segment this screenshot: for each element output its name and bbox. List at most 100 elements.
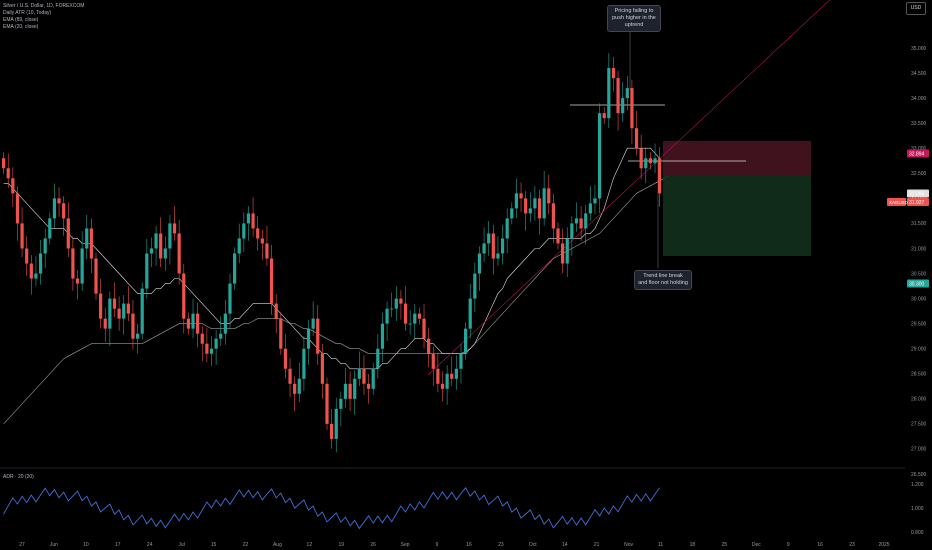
candle-body xyxy=(339,398,343,409)
candle-body xyxy=(302,348,306,379)
candle-body xyxy=(454,368,458,379)
ema-20-line xyxy=(3,147,660,370)
y-tick-label: 27.000 xyxy=(911,447,927,453)
candle-body xyxy=(653,158,657,164)
candle-body xyxy=(48,218,52,239)
legend-ema89: EMA (89, close) xyxy=(3,17,39,23)
candle-body xyxy=(394,298,398,309)
stop-price-tag-label: 32.894 xyxy=(909,151,925,157)
candle-body xyxy=(644,158,648,169)
y-tick-label: 33.500 xyxy=(911,121,927,127)
candle-body xyxy=(496,253,500,259)
candle-body xyxy=(191,313,195,329)
candle-body xyxy=(464,328,468,354)
y-tick-label: 34.500 xyxy=(911,71,927,77)
time-axis: 27 Jun 10 17 24 Jul 15 22 Aug 12 19 26 Sep 9 16 23 Oct 14… xyxy=(19,542,890,548)
candle-body xyxy=(135,333,140,339)
candle-body xyxy=(621,98,625,114)
candle-body xyxy=(38,253,43,274)
candle-body xyxy=(491,233,495,259)
candle-body xyxy=(436,368,440,384)
candle-body xyxy=(366,383,371,389)
candle-body xyxy=(71,248,75,279)
candle-body xyxy=(154,233,158,249)
candle-body xyxy=(186,318,190,329)
candle-body xyxy=(445,373,449,389)
indicator-label: ADR · 20 (20) xyxy=(3,474,34,480)
candles xyxy=(2,53,662,453)
legend-atr: Daily ATR (10, Today) xyxy=(3,10,52,16)
candle-body xyxy=(371,368,375,389)
candle-body xyxy=(399,298,403,304)
candle-body xyxy=(223,313,227,334)
annotation-bottom: Trend line break and floor not holding xyxy=(634,270,692,290)
x-tick-label: Nov xyxy=(624,542,633,548)
candle-body xyxy=(625,88,629,99)
x-tick-label: Oct xyxy=(529,542,537,548)
candle-body xyxy=(413,313,417,324)
x-tick-label: Sep xyxy=(401,542,410,548)
y-tick-label: 27.500 xyxy=(911,422,927,428)
candle-body xyxy=(200,333,204,344)
x-tick-label: 24 xyxy=(147,542,153,548)
candle-body xyxy=(588,203,592,214)
candle-body xyxy=(510,208,514,219)
candle-body xyxy=(145,253,149,289)
symbol-tag xyxy=(887,198,906,207)
candle-body xyxy=(537,198,542,219)
candle-body xyxy=(159,233,163,259)
target-price-tag xyxy=(907,279,929,288)
candle-body xyxy=(487,233,491,244)
candle-body xyxy=(293,383,297,394)
x-tick-label: 26 xyxy=(370,542,376,548)
candle-body xyxy=(380,323,385,349)
candle-body xyxy=(237,238,241,254)
candle-body xyxy=(320,353,324,384)
candle-body xyxy=(242,223,246,239)
candle-body xyxy=(168,223,172,249)
candle-body xyxy=(80,248,84,284)
candle-body xyxy=(450,373,454,379)
target-price-tag-label: 30.300 xyxy=(909,281,925,287)
candle-body xyxy=(593,198,597,204)
candle-body xyxy=(473,273,477,299)
candle-body xyxy=(265,243,269,259)
candle-body xyxy=(233,253,237,284)
x-tick-label: 23 xyxy=(498,542,504,548)
candle-body xyxy=(205,343,209,354)
candle-body xyxy=(574,218,579,224)
entry-price-tag xyxy=(907,189,929,198)
position-target-zone xyxy=(663,176,811,256)
candle-body xyxy=(634,128,639,149)
candle-body xyxy=(630,88,634,129)
candle-body xyxy=(214,338,218,349)
ema89-line xyxy=(3,175,670,425)
annotation-top: Pricing failing to push higher in the up… xyxy=(607,5,661,32)
legend-symbol: Silver / U.S. Dollar, 1D, FOREXCOM xyxy=(3,3,85,9)
candle-body xyxy=(477,253,482,274)
y-tick-label: 29.500 xyxy=(911,321,927,327)
y-tick-label: 31.500 xyxy=(911,221,927,227)
candle-body xyxy=(348,383,352,399)
candle-body xyxy=(228,283,232,314)
x-tick-label: 9 xyxy=(436,542,439,548)
y-tick-label: 28.000 xyxy=(911,397,927,403)
candle-body xyxy=(524,198,528,214)
candle-body xyxy=(260,238,264,244)
adr-tick-label: 1.200 xyxy=(911,482,924,488)
candle-body xyxy=(607,68,611,119)
candle-body xyxy=(316,318,320,354)
candle-body xyxy=(528,208,532,214)
x-tick-label: 22 xyxy=(243,542,249,548)
candle-body xyxy=(376,348,380,369)
currency-button[interactable]: USD xyxy=(906,2,926,15)
adr-tick-label: 1.000 xyxy=(911,506,924,512)
current-price-tag-label: 31.927 xyxy=(909,200,925,206)
candle-body xyxy=(15,193,20,224)
candle-body xyxy=(62,203,66,219)
candle-body xyxy=(177,233,181,274)
candle-body xyxy=(103,318,107,329)
current-price-tag xyxy=(907,198,929,207)
